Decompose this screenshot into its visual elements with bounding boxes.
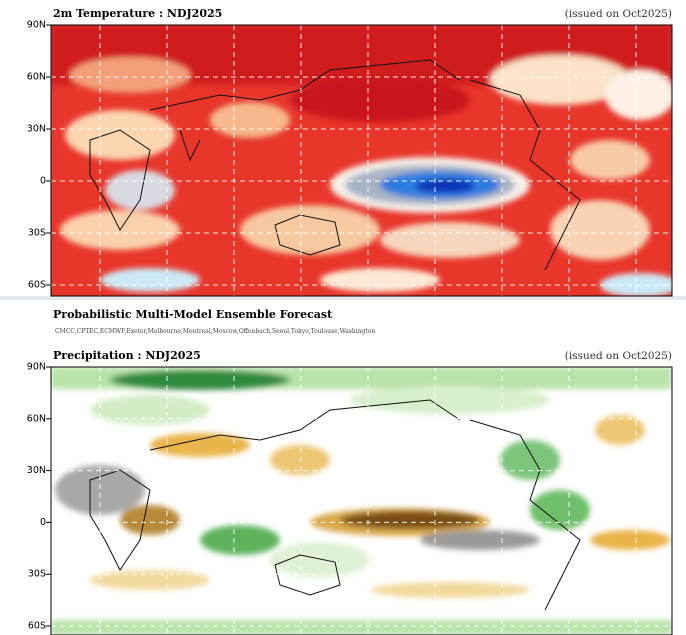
lat-label: 60S — [28, 621, 46, 632]
lat-label: 30N — [27, 465, 46, 476]
lat-label: 30S — [28, 228, 46, 239]
issued-label: (issued on Oct2025) — [565, 350, 672, 362]
lat-label: 60N — [27, 413, 46, 424]
lat-label: 30S — [28, 569, 46, 580]
lat-label: 90N — [27, 362, 46, 373]
panel-title: 2m Temperature : NDJ2025 — [53, 7, 222, 20]
precipitation-map — [51, 367, 672, 635]
lat-label: 0 — [40, 517, 46, 528]
lat-label: 60S — [28, 280, 46, 291]
panel-title: Precipitation : NDJ2025 — [53, 349, 201, 362]
coastlines — [89, 59, 581, 271]
lat-label: 30N — [27, 124, 46, 135]
model-list: CMCC,CPTEC,ECMWF,Exeter,Melbourne,Montre… — [55, 328, 375, 335]
map-shading — [51, 367, 672, 635]
lat-label: 90N — [27, 20, 46, 31]
header-title: Probabilistic Multi-Model Ensemble Forec… — [53, 308, 333, 321]
graticule — [46, 24, 673, 635]
map-frame — [50, 24, 673, 297]
temperature-map — [51, 25, 672, 296]
lat-label: 60N — [27, 72, 46, 83]
map-frame — [50, 366, 673, 635]
separator — [0, 296, 686, 300]
lat-label: 0 — [40, 176, 46, 187]
coastlines — [89, 399, 581, 611]
issued-label: (issued on Oct2025) — [565, 8, 672, 20]
